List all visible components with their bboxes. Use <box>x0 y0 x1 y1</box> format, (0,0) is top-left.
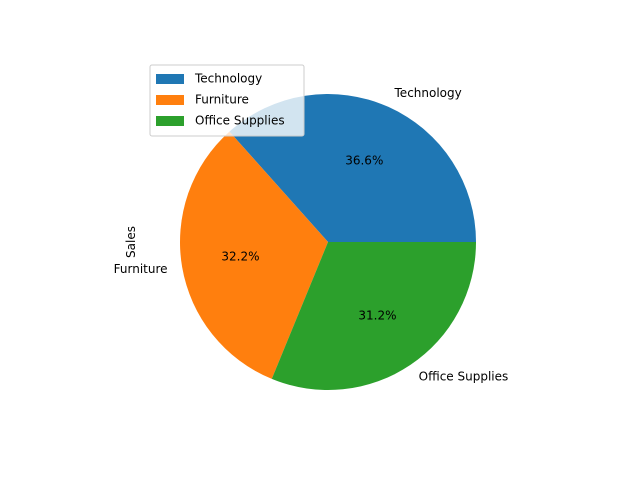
legend-entry-label: Furniture <box>195 93 249 107</box>
legend-swatch <box>156 74 184 84</box>
slice-percent-label: 36.6% <box>345 153 383 167</box>
legend-entry-label: Office Supplies <box>195 114 285 128</box>
pie-slice-furniture <box>179 131 328 379</box>
legend-entry-label: Technology <box>194 72 262 86</box>
pie-slices <box>179 93 477 390</box>
slice-percent-label: 32.2% <box>221 249 259 263</box>
pie-labels: Technology 36.6% Furniture 32.2% Office Supp… <box>114 86 509 384</box>
slice-category-label: Technology <box>394 86 462 100</box>
legend: Technology Furniture Office Supplies <box>149 64 305 137</box>
y-axis-label: Sales <box>124 226 138 258</box>
legend-frame <box>149 64 305 137</box>
slice-category-label: Furniture <box>114 262 168 276</box>
legend-swatch <box>156 95 184 105</box>
legend-swatch <box>156 116 184 126</box>
slice-percent-label: 31.2% <box>358 308 396 322</box>
slice-category-label: Office Supplies <box>419 370 509 384</box>
pie-slice-office-supplies <box>271 242 476 390</box>
